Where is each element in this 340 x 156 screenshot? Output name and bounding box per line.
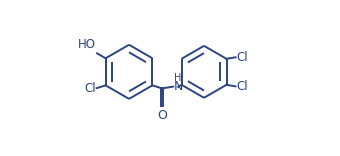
Text: Cl: Cl xyxy=(236,51,248,64)
Text: Cl: Cl xyxy=(236,80,248,93)
Text: HO: HO xyxy=(78,39,96,51)
Text: Cl: Cl xyxy=(84,82,96,95)
Text: N: N xyxy=(173,80,183,93)
Text: O: O xyxy=(157,109,167,122)
Text: H: H xyxy=(174,73,181,83)
